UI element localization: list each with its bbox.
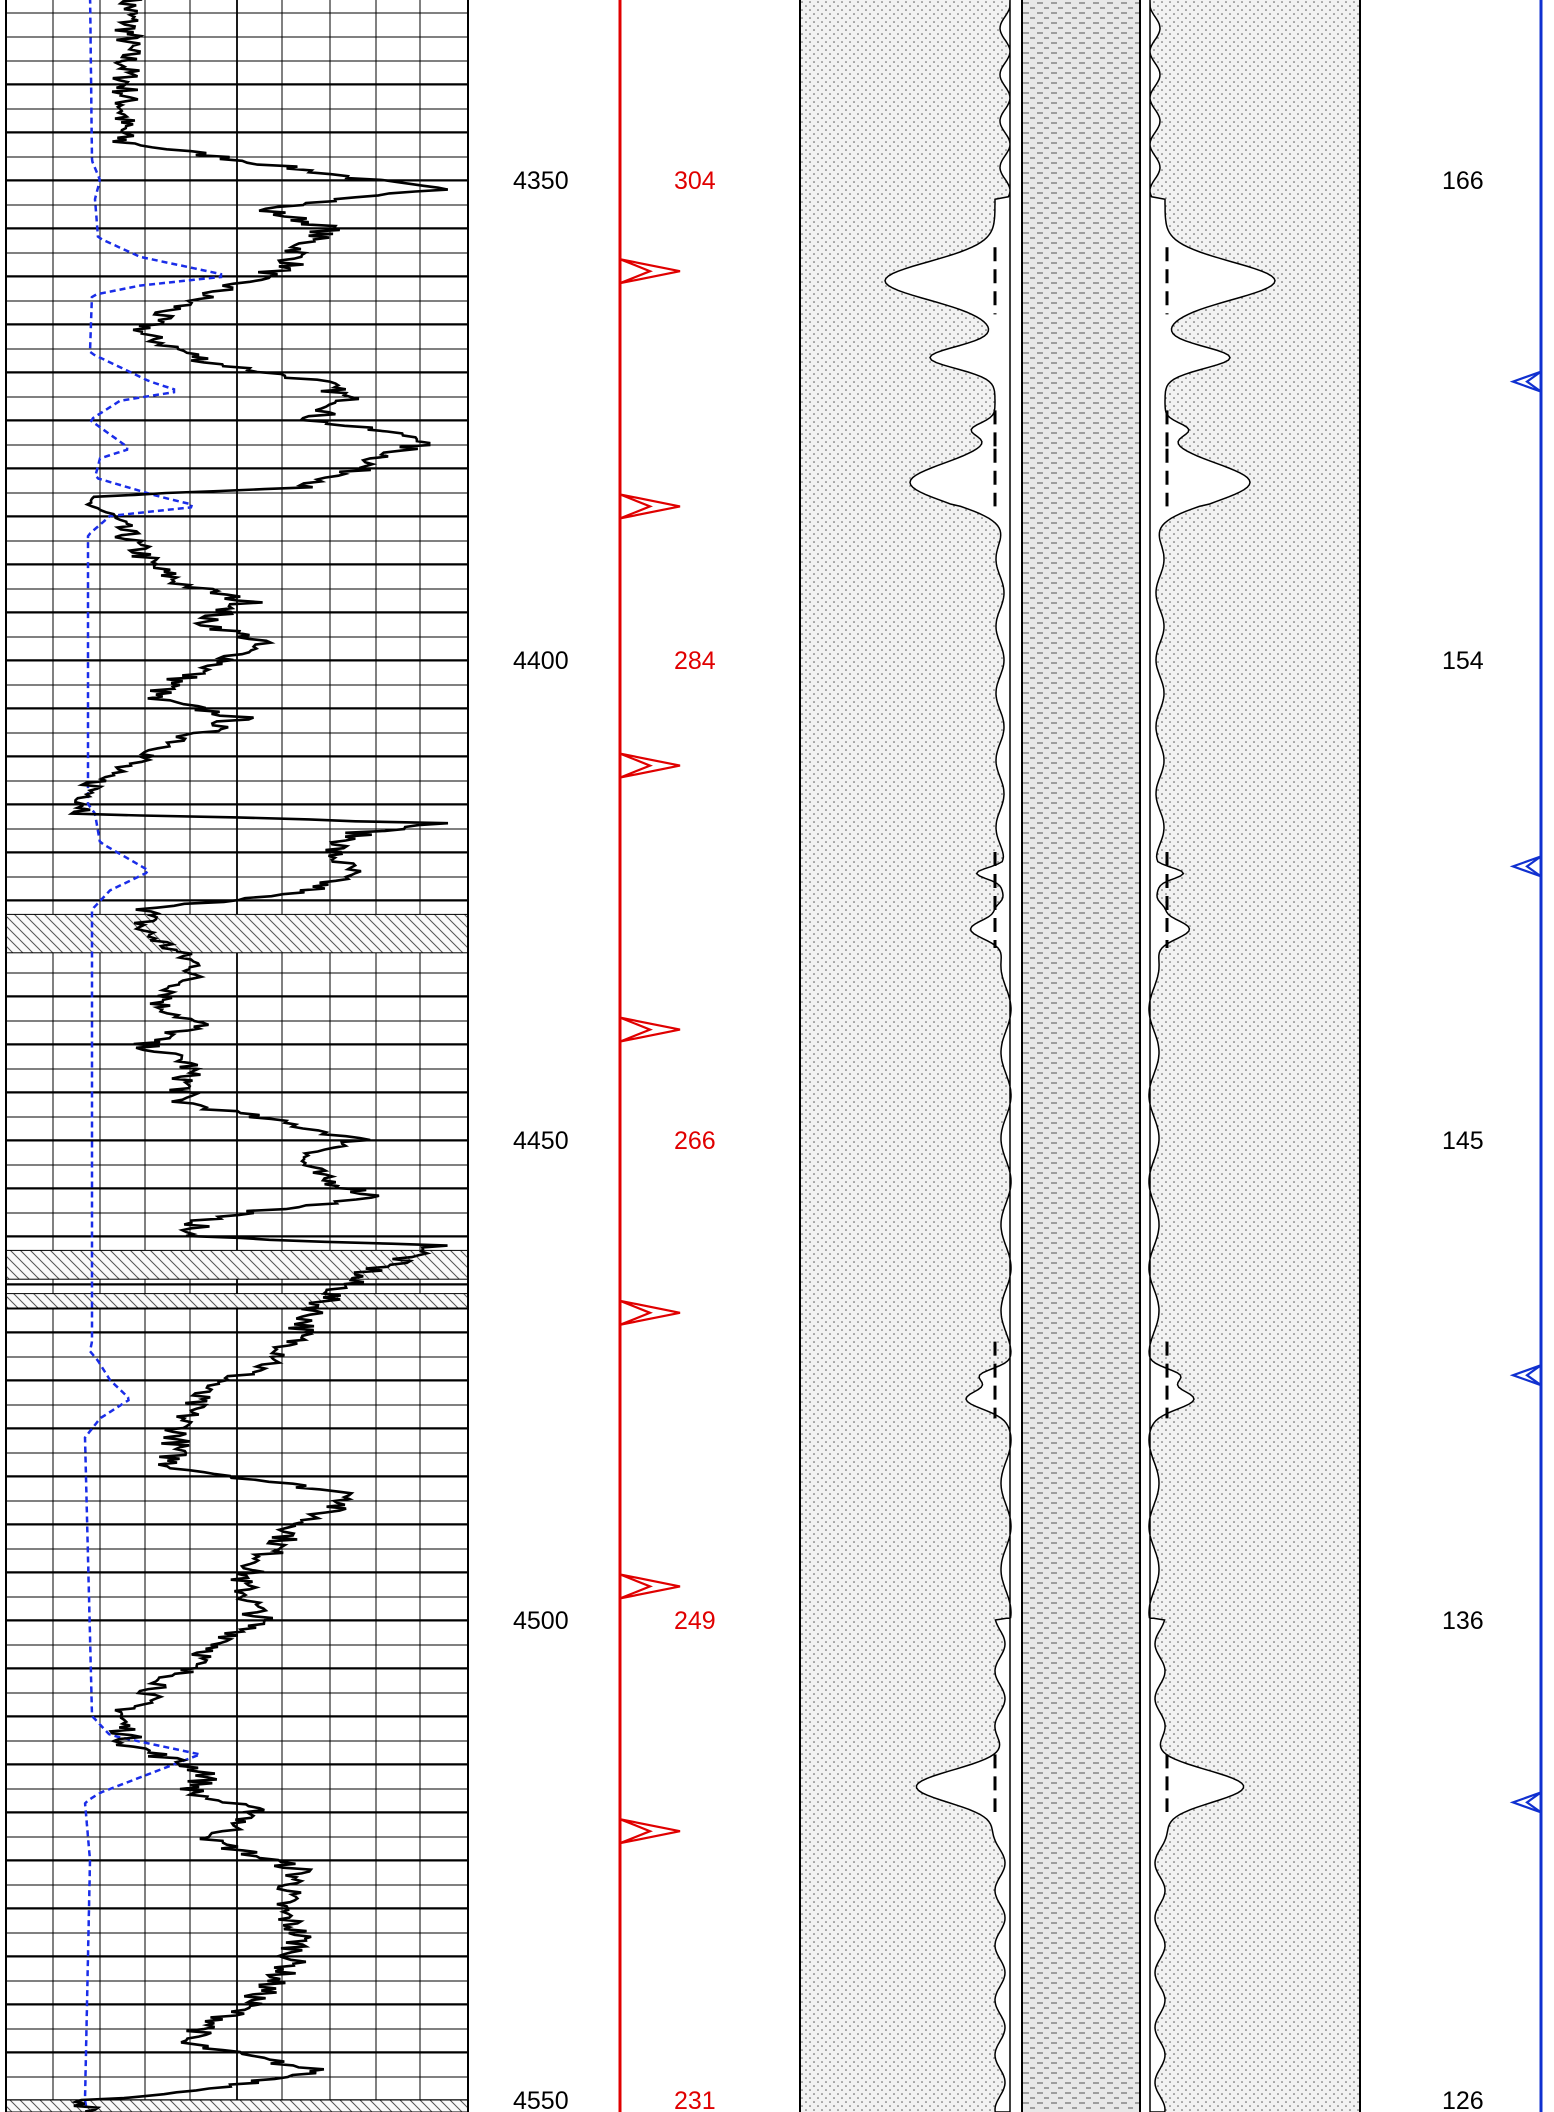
resistivity-track <box>5 0 469 2112</box>
left-deflection-profile <box>884 0 1012 2112</box>
red-arrow-marker-icon <box>619 752 681 779</box>
red-scale-label: 284 <box>674 647 716 675</box>
depth-label: 4350 <box>513 167 569 195</box>
blue-scale-label: 145 <box>1442 1127 1484 1155</box>
depth-label: 4500 <box>513 1607 569 1635</box>
blue-scale-track: 166 154 145 136 126 <box>1442 0 1543 2112</box>
track-grid <box>6 0 469 2112</box>
peak-dash-marks <box>993 247 1169 1812</box>
blue-arrow-marker-icon <box>1509 1364 1542 1387</box>
blue-scale-label: 154 <box>1442 647 1484 675</box>
blue-scale-label: 136 <box>1442 1607 1484 1635</box>
red-arrow-marker-icon <box>619 1573 681 1600</box>
shale-core-fill <box>1022 0 1140 2112</box>
blue-markers <box>1509 370 1542 1814</box>
red-scale-label: 266 <box>674 1127 716 1155</box>
right-deflection-profile <box>1148 0 1276 2112</box>
red-arrow-marker-icon <box>619 258 681 285</box>
red-scale-label: 249 <box>674 1607 716 1635</box>
red-arrow-marker-icon <box>619 1299 681 1326</box>
blue-arrow-marker-icon <box>1509 855 1542 878</box>
red-scale-label: 231 <box>674 2087 716 2112</box>
red-arrow-marker-icon <box>619 1016 681 1043</box>
blue-scale-label: 166 <box>1442 167 1484 195</box>
depth-label: 4550 <box>513 2087 569 2112</box>
red-scale-label: 304 <box>674 167 716 195</box>
blue-arrow-marker-icon <box>1509 1791 1542 1814</box>
depth-track: 4350 4400 4450 4500 4550 <box>513 167 569 2112</box>
shale-bed <box>5 913 469 954</box>
sp-dashed-curve <box>83 0 223 2112</box>
shale-bed <box>5 1293 469 1309</box>
red-arrow-marker-icon <box>619 1818 681 1845</box>
red-markers <box>619 258 681 1845</box>
blue-arrow-marker-icon <box>1509 370 1542 393</box>
blue-scale-label: 126 <box>1442 2087 1484 2112</box>
red-arrow-marker-icon <box>619 493 681 520</box>
depth-label: 4450 <box>513 1127 569 1155</box>
red-scale-track: 304 284 266 249 231 <box>618 0 716 2112</box>
depth-label: 4400 <box>513 647 569 675</box>
gamma-curve <box>67 0 449 2112</box>
lithology-column <box>799 0 1361 2112</box>
